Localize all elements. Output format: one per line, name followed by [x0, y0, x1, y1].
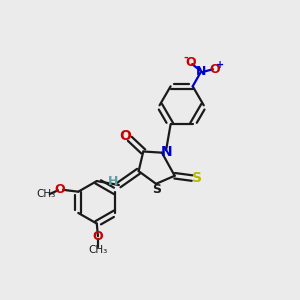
Text: -: - [183, 53, 188, 63]
Text: CH₃: CH₃ [88, 245, 108, 255]
Text: S: S [152, 183, 161, 196]
Text: O: O [93, 230, 103, 243]
Text: N: N [196, 65, 206, 79]
Text: H: H [108, 175, 118, 188]
Text: O: O [209, 63, 220, 76]
Text: N: N [160, 145, 172, 159]
Text: O: O [55, 183, 65, 196]
Text: S: S [192, 171, 202, 185]
Text: O: O [185, 56, 196, 69]
Text: CH₃: CH₃ [36, 189, 55, 199]
Text: +: + [216, 60, 224, 70]
Text: O: O [120, 129, 132, 143]
